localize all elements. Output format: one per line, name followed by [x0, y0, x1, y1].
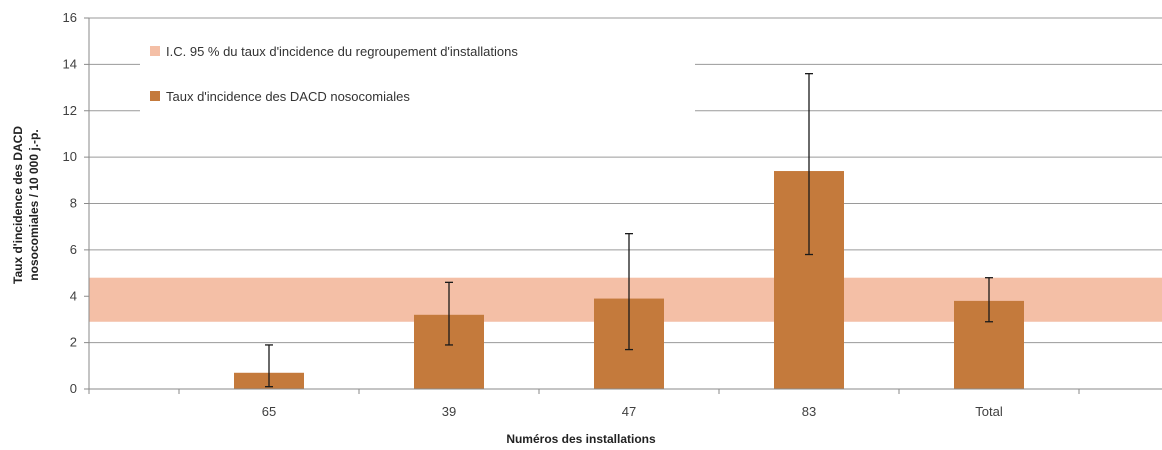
y-tick-label: 16	[63, 10, 77, 25]
y-tick-label: 2	[70, 335, 77, 350]
legend-label-bars: Taux d'incidence des DACD nosocomiales	[166, 89, 410, 104]
y-tick-label: 10	[63, 149, 77, 164]
y-tick-label: 0	[70, 381, 77, 396]
error-bar-total	[985, 277, 993, 323]
y-tick-label: 14	[63, 56, 77, 71]
x-tick-label: 39	[442, 404, 456, 419]
x-tick-label: 47	[622, 404, 636, 419]
y-tick-label: 12	[63, 103, 77, 118]
y-tick-label: 6	[70, 242, 77, 257]
error-bar-39	[445, 281, 453, 346]
y-axis-title-line2: nosocomiales / 10 000 j.-p.	[27, 129, 41, 280]
grid-lines	[89, 17, 1162, 344]
legend-swatch-band	[150, 46, 160, 56]
x-tick-label: Total	[975, 404, 1003, 419]
x-tick-labels: 65 39 47 83 Total	[262, 404, 1003, 419]
x-axis-title: Numéros des installations	[506, 432, 656, 446]
x-tick-label: 83	[802, 404, 816, 419]
error-bar-47	[625, 232, 633, 351]
legend-background	[140, 36, 695, 114]
x-tick-label: 65	[262, 404, 276, 419]
error-bar-65	[265, 344, 273, 388]
y-axis-title: Taux d'incidence des DACD nosocomiales /…	[11, 126, 41, 284]
legend-label-band: I.C. 95 % du taux d'incidence du regroup…	[166, 44, 518, 59]
axes	[84, 17, 1162, 394]
legend-swatch-bars	[150, 91, 160, 101]
error-bar-83	[805, 73, 813, 256]
error-bars	[265, 73, 993, 388]
y-axis-title-line1: Taux d'incidence des DACD	[11, 126, 25, 284]
y-tick-label: 4	[70, 288, 77, 303]
y-tick-label: 8	[70, 196, 77, 211]
y-tick-labels: 0 2 4 6 8 10 12 14 16	[63, 10, 77, 396]
legend: I.C. 95 % du taux d'incidence du regroup…	[150, 44, 518, 104]
